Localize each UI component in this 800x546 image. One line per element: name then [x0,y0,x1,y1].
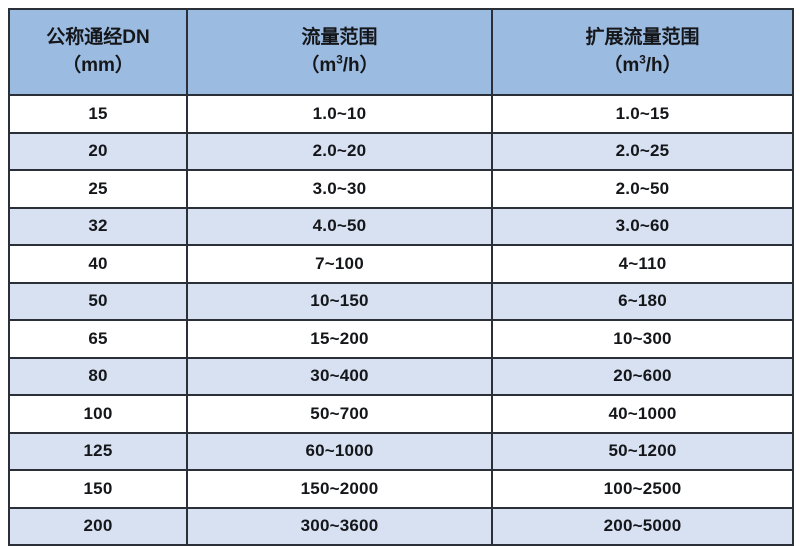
cell-flow-range: 10~150 [186,281,493,321]
cell-extended-flow-range: 6~180 [491,281,794,321]
cell-nominal-diameter: 40 [8,244,188,284]
table-row: 50 10~150 6~180 [8,281,794,321]
cell-nominal-diameter: 50 [8,281,188,321]
table-body: 15 1.0~10 1.0~15 20 2.0~20 2.0~25 25 3.0~30 2.0~… [8,94,794,546]
cell-nominal-diameter: 100 [8,394,188,434]
cell-extended-flow-range: 1.0~15 [491,94,794,134]
table-row: 200 300~3600 200~5000 [8,506,794,546]
table-row: 65 15~200 10~300 [8,319,794,359]
table-row: 32 4.0~50 3.0~60 [8,206,794,246]
cell-extended-flow-range: 2.0~50 [491,169,794,209]
flow-unit-exponent: 3 [336,53,343,67]
cell-flow-range: 15~200 [186,319,493,359]
extended-flow-unit-prefix: （m [603,55,640,76]
cell-nominal-diameter: 32 [8,206,188,246]
table-header: 公称通经DN （mm） 流量范围 （m3/h） 扩展流量范围 （m3/h） [8,8,794,96]
cell-extended-flow-range: 3.0~60 [491,206,794,246]
column-header-flow-range: 流量范围 （m3/h） [186,8,493,96]
cell-nominal-diameter: 25 [8,169,188,209]
cell-flow-range: 150~2000 [186,469,493,509]
cell-extended-flow-range: 10~300 [491,319,794,359]
cell-extended-flow-range: 4~110 [491,244,794,284]
cell-nominal-diameter: 80 [8,356,188,396]
spec-table-container: 公称通经DN （mm） 流量范围 （m3/h） 扩展流量范围 （m3/h） 15… [8,8,794,546]
cell-nominal-diameter: 200 [8,506,188,546]
cell-flow-range: 1.0~10 [186,94,493,134]
cell-flow-range: 4.0~50 [186,206,493,246]
cell-nominal-diameter: 150 [8,469,188,509]
column-header-flow-range-title: 流量范围 [301,27,378,49]
table-row: 80 30~400 20~600 [8,356,794,396]
cell-extended-flow-range: 2.0~25 [491,131,794,171]
cell-nominal-diameter: 20 [8,131,188,171]
cell-flow-range: 300~3600 [186,506,493,546]
column-header-nominal-diameter-title: 公称通经DN [46,27,150,49]
table-row: 20 2.0~20 2.0~25 [8,131,794,171]
flow-unit-prefix: （m [300,55,337,76]
column-header-nominal-diameter-unit: （mm） [62,55,134,76]
extended-flow-unit-exponent: 3 [639,53,646,67]
table-row: 40 7~100 4~110 [8,244,794,284]
table-row: 15 1.0~10 1.0~15 [8,94,794,134]
column-header-flow-range-unit: （m3/h） [188,52,491,80]
column-header-extended-flow-range-title: 扩展流量范围 [585,27,700,49]
extended-flow-unit-suffix: /h） [645,55,682,76]
cell-extended-flow-range: 40~1000 [491,394,794,434]
cell-flow-range: 50~700 [186,394,493,434]
column-header-extended-flow-range: 扩展流量范围 （m3/h） [491,8,794,96]
flow-unit-suffix: /h） [342,55,379,76]
table-row: 125 60~1000 50~1200 [8,431,794,471]
column-header-extended-flow-range-unit: （m3/h） [493,52,792,80]
column-header-nominal-diameter: 公称通经DN （mm） [8,8,188,96]
cell-extended-flow-range: 100~2500 [491,469,794,509]
table-row: 25 3.0~30 2.0~50 [8,169,794,209]
cell-extended-flow-range: 20~600 [491,356,794,396]
cell-nominal-diameter: 65 [8,319,188,359]
cell-nominal-diameter: 125 [8,431,188,471]
cell-flow-range: 3.0~30 [186,169,493,209]
table-row: 100 50~700 40~1000 [8,394,794,434]
cell-extended-flow-range: 50~1200 [491,431,794,471]
cell-flow-range: 7~100 [186,244,493,284]
header-row: 公称通经DN （mm） 流量范围 （m3/h） 扩展流量范围 （m3/h） [8,8,794,96]
table-row: 150 150~2000 100~2500 [8,469,794,509]
cell-flow-range: 60~1000 [186,431,493,471]
cell-flow-range: 30~400 [186,356,493,396]
flow-range-specification-table: 公称通经DN （mm） 流量范围 （m3/h） 扩展流量范围 （m3/h） 15… [8,8,794,546]
cell-flow-range: 2.0~20 [186,131,493,171]
cell-extended-flow-range: 200~5000 [491,506,794,546]
cell-nominal-diameter: 15 [8,94,188,134]
